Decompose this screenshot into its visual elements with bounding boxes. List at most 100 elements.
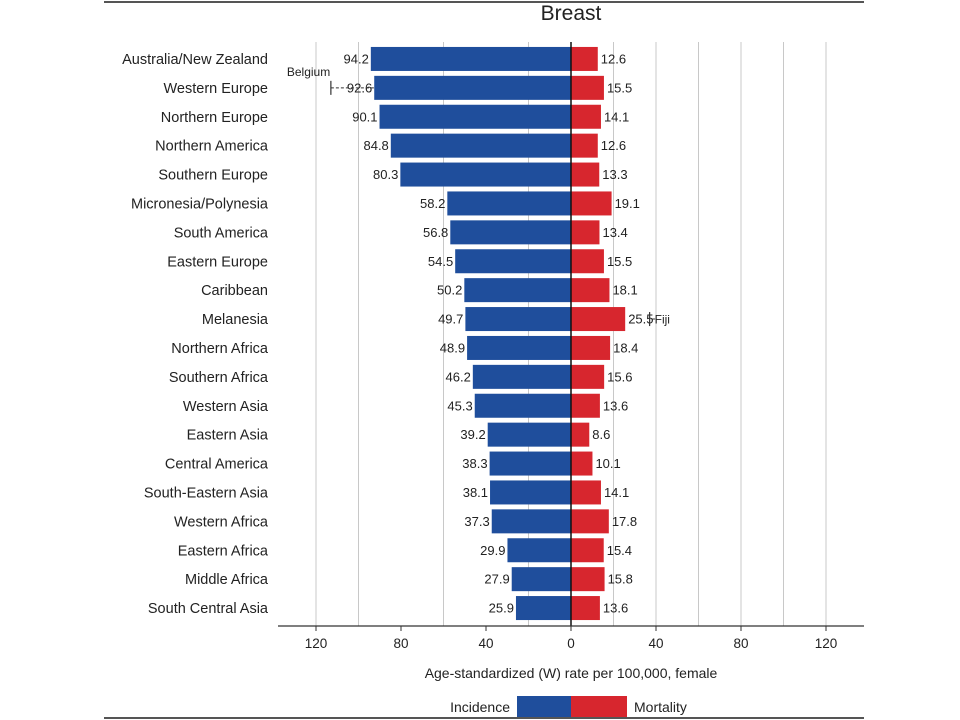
- incidence-value-label: 38.1: [463, 485, 488, 500]
- category-label: South-Eastern Asia: [144, 485, 269, 501]
- mortality-value-label: 17.8: [612, 514, 637, 529]
- x-axis-ticks: 120 80 40 0 40 80 120: [305, 626, 838, 651]
- mortality-value-label: 13.6: [603, 398, 628, 413]
- annotation-label: Fiji: [655, 313, 670, 327]
- incidence-value-label: 58.2: [420, 196, 445, 211]
- legend-swatch-mortality: [571, 696, 627, 718]
- mortality-bar: [571, 46, 598, 71]
- mortality-value-label: 13.4: [602, 225, 627, 240]
- incidence-value-label: 37.3: [464, 514, 489, 529]
- incidence-bar: [507, 538, 571, 563]
- mortality-value-label: 8.6: [592, 427, 610, 442]
- incidence-bar: [465, 307, 571, 332]
- incidence-value-label: 90.1: [352, 109, 377, 124]
- incidence-value-label: 80.3: [373, 167, 398, 182]
- mortality-bar: [571, 75, 604, 100]
- incidence-value-label: 50.2: [437, 283, 462, 298]
- mortality-bar: [571, 104, 601, 129]
- mortality-value-label: 12.6: [601, 51, 626, 66]
- incidence-value-label: 92.6: [347, 80, 372, 95]
- mortality-value-label: 15.6: [607, 369, 632, 384]
- mortality-value-label: 18.4: [613, 340, 638, 355]
- mortality-value-label: 25.5: [628, 312, 653, 327]
- mortality-bar: [571, 278, 610, 303]
- mortality-value-label: 18.1: [612, 283, 637, 298]
- legend: Incidence Mortality: [450, 696, 687, 718]
- mortality-value-label: 12.6: [601, 138, 626, 153]
- mortality-value-label: 13.3: [602, 167, 627, 182]
- category-label: Eastern Europe: [167, 254, 268, 270]
- mortality-value-label: 14.1: [604, 485, 629, 500]
- incidence-value-label: 49.7: [438, 312, 463, 327]
- mortality-bar: [571, 220, 600, 245]
- incidence-bar: [379, 104, 571, 129]
- mortality-value-label: 15.5: [607, 80, 632, 95]
- mortality-value-label: 15.5: [607, 254, 632, 269]
- incidence-value-label: 46.2: [446, 369, 471, 384]
- category-label: Central America: [165, 457, 269, 473]
- mortality-bar: [571, 191, 612, 216]
- mortality-bar: [571, 509, 609, 534]
- category-label: Eastern Africa: [178, 543, 269, 559]
- value-labels: 94.2 12.6 92.6 15.5 90.1 14.1 84.8 12.6 80.3 13.3…: [344, 51, 654, 615]
- legend-label-incidence: Incidence: [450, 699, 510, 715]
- category-label: Southern Europe: [158, 168, 268, 184]
- mortality-bar: [571, 480, 601, 505]
- category-label: Western Asia: [183, 399, 269, 415]
- mortality-bar: [571, 567, 605, 592]
- mortality-value-label: 15.8: [608, 572, 633, 587]
- category-label: South Central Asia: [148, 601, 269, 617]
- incidence-value-label: 45.3: [447, 398, 472, 413]
- incidence-value-label: 56.8: [423, 225, 448, 240]
- category-label: Southern Africa: [169, 370, 269, 386]
- category-label: Northern Europe: [161, 110, 268, 126]
- x-tick-label: 80: [393, 636, 408, 651]
- incidence-value-label: 29.9: [480, 543, 505, 558]
- mortality-bar: [571, 422, 590, 447]
- category-label: Melanesia: [202, 312, 269, 328]
- incidence-value-label: 54.5: [428, 254, 453, 269]
- category-label: Northern Africa: [171, 341, 269, 357]
- mortality-bar: [571, 393, 600, 418]
- incidence-bar: [491, 509, 571, 534]
- incidence-value-label: 39.2: [460, 427, 485, 442]
- annotations: Belgium Fiji: [287, 65, 670, 327]
- mortality-bar: [571, 249, 604, 274]
- category-labels: Australia/New Zealand Western Europe North…: [122, 52, 269, 617]
- x-tick-label: 40: [648, 636, 663, 651]
- incidence-bar: [455, 249, 571, 274]
- mortality-bar: [571, 162, 600, 187]
- incidence-value-label: 25.9: [489, 601, 514, 616]
- mortality-value-label: 14.1: [604, 109, 629, 124]
- mortality-value-label: 15.4: [607, 543, 632, 558]
- incidence-bar: [374, 75, 571, 100]
- incidence-bars: [370, 46, 571, 621]
- incidence-value-label: 84.8: [363, 138, 388, 153]
- category-label: Western Africa: [174, 514, 269, 530]
- incidence-bar: [370, 46, 571, 71]
- mortality-bar: [571, 538, 604, 563]
- incidence-bar: [515, 596, 571, 621]
- x-tick-label: 120: [305, 636, 328, 651]
- mortality-bars: [571, 46, 626, 621]
- annotation-label: Belgium: [287, 65, 330, 79]
- mortality-bar: [571, 364, 605, 389]
- mortality-value-label: 19.1: [615, 196, 640, 211]
- incidence-value-label: 38.3: [462, 456, 487, 471]
- category-label: Middle Africa: [185, 572, 269, 588]
- mortality-bar: [571, 335, 611, 360]
- incidence-bar: [474, 393, 571, 418]
- incidence-bar: [390, 133, 571, 158]
- x-tick-label: 120: [815, 636, 838, 651]
- mortality-value-label: 10.1: [595, 456, 620, 471]
- mortality-bar: [571, 451, 593, 476]
- x-tick-label: 0: [567, 636, 575, 651]
- incidence-bar: [467, 335, 571, 360]
- incidence-bar: [490, 480, 571, 505]
- incidence-value-label: 27.9: [484, 572, 509, 587]
- chart-title: Breast: [541, 2, 602, 25]
- legend-swatch-incidence: [517, 696, 571, 718]
- incidence-value-label: 94.2: [344, 51, 369, 66]
- mortality-bar: [571, 307, 626, 332]
